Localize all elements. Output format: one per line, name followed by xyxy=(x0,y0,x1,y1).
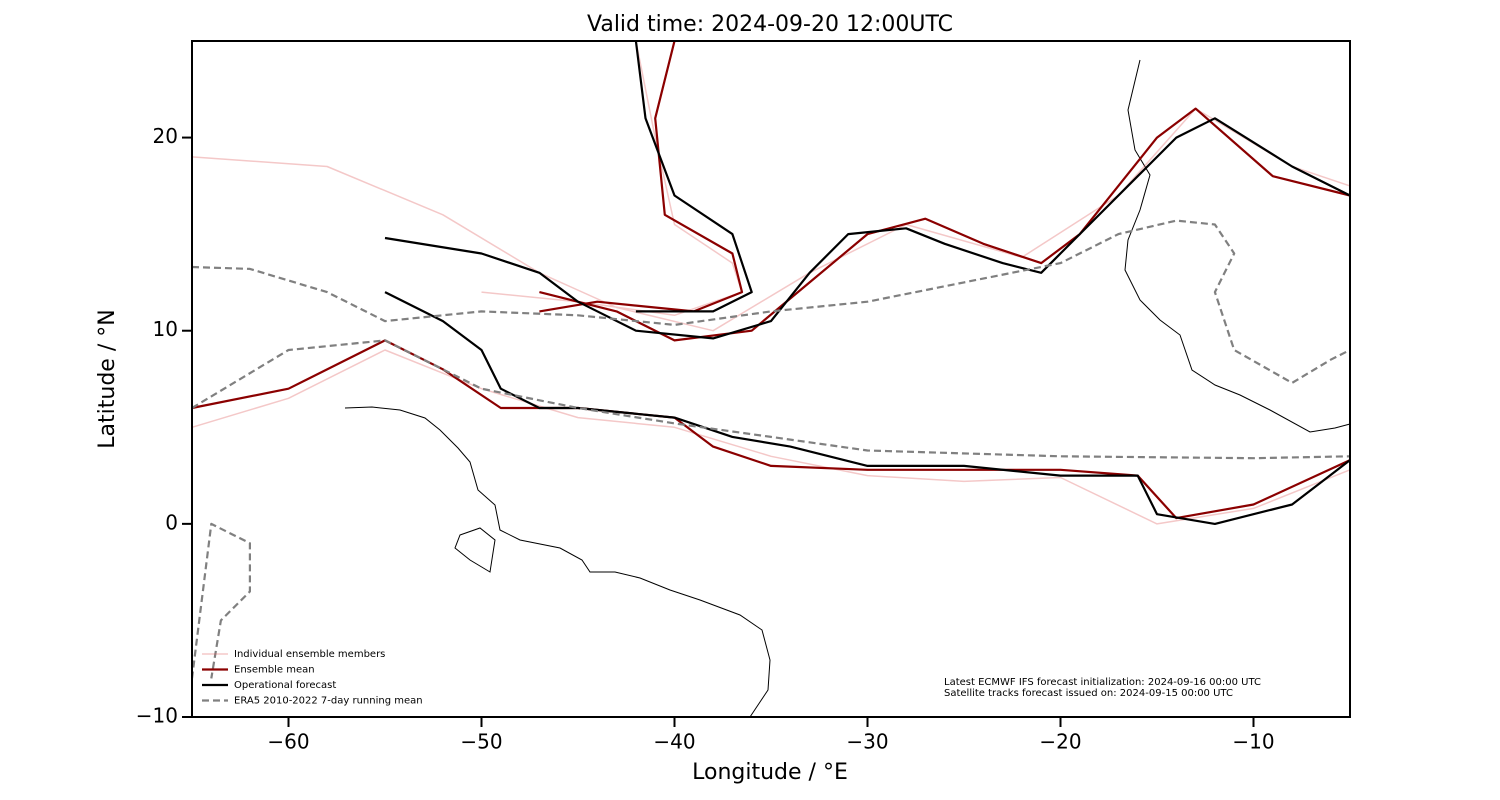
legend-label: Individual ensemble members xyxy=(234,649,385,660)
x-tick-label: −60 xyxy=(267,730,309,754)
legend-label: Ensemble mean xyxy=(234,665,315,676)
x-tick-label: −30 xyxy=(846,730,888,754)
x-tick-label: −10 xyxy=(1232,730,1274,754)
coastline xyxy=(1124,59,1351,433)
y-tick-label: −10 xyxy=(136,704,178,728)
annotation: Satellite tracks forecast issued on: 202… xyxy=(944,688,1233,699)
coastline xyxy=(344,406,771,718)
plot-frame xyxy=(191,40,1351,718)
x-axis-label: Longitude / °E xyxy=(692,760,848,785)
legend-label: Operational forecast xyxy=(234,680,336,691)
contour-line xyxy=(191,40,1351,520)
annotation: Latest ECMWF IFS forecast initialization… xyxy=(944,677,1261,688)
chart-title: Valid time: 2024-09-20 12:00UTC xyxy=(587,12,953,37)
x-tick-label: −20 xyxy=(1039,730,1081,754)
y-tick-label: 20 xyxy=(153,124,178,148)
y-tick-label: 10 xyxy=(153,317,178,341)
y-axis-label: Latitude / °N xyxy=(95,309,120,448)
contour-line xyxy=(191,40,1351,525)
x-tick-label: −50 xyxy=(460,730,502,754)
contour-line xyxy=(384,40,1351,525)
legend-label: ERA5 2010-2022 7-day running mean xyxy=(234,696,423,707)
y-tick-label: 0 xyxy=(165,510,178,534)
contour-line xyxy=(190,219,1351,679)
x-tick-label: −40 xyxy=(653,730,695,754)
island xyxy=(454,527,496,573)
